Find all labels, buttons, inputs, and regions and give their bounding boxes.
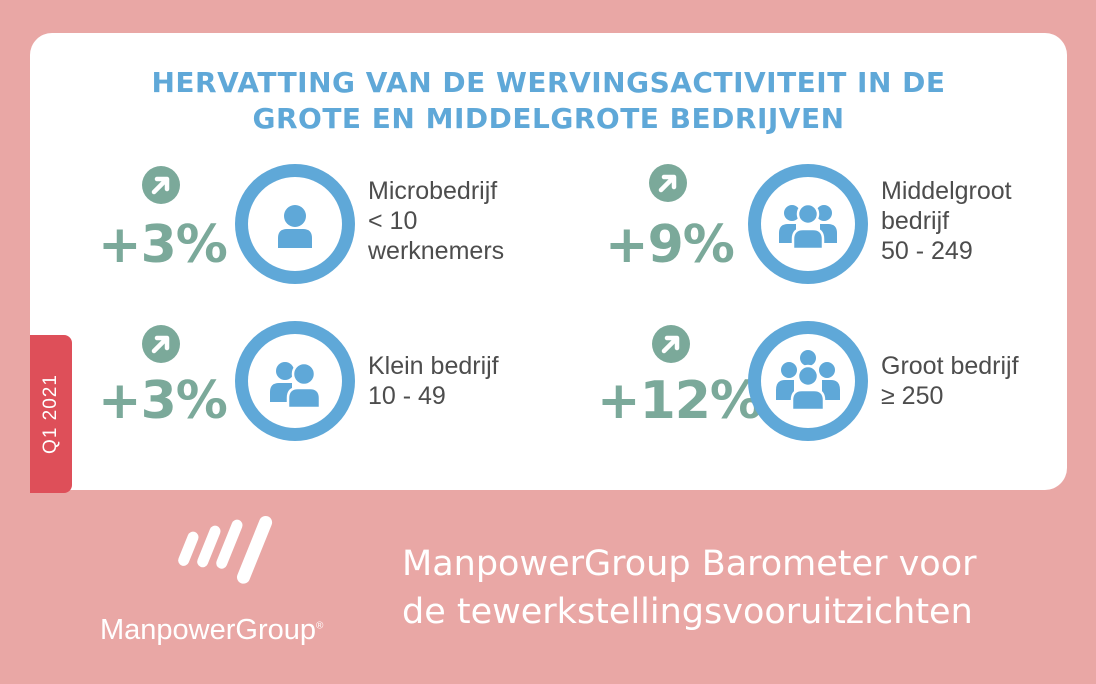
period-label: Q1 2021 [40,374,61,454]
stat-description: Middelgroot bedrijf 50 - 249 [881,177,1012,265]
infographic-title: HERVATTING VAN DE WERVINGSACTIVITEIT IN … [30,65,1067,137]
up-arrow-icon [142,325,180,363]
stat-change: +3% [98,215,228,275]
stat-change: +9% [605,215,735,275]
period-tab: Q1 2021 [30,335,72,493]
title-line-1: HERVATTING VAN DE WERVINGSACTIVITEIT IN … [151,66,946,99]
title-line-2: GROTE EN MIDDELGROTE BEDRIJVEN [252,102,845,135]
up-arrow-icon [652,325,690,363]
stat-description: Microbedrijf < 10 werknemers [368,177,505,265]
group-of-people-icon [748,164,868,284]
crowd-of-people-icon [748,321,868,441]
stat-description: Klein bedrijf 10 - 49 [368,352,499,410]
single-person-icon [235,164,355,284]
stat-description: Groot bedrijf ≥ 250 [881,352,1019,410]
stat-change: +3% [98,371,228,431]
footer-title: ManpowerGroup Barometer voor de tewerkst… [402,540,977,636]
infographic-card: HERVATTING VAN DE WERVINGSACTIVITEIT IN … [30,33,1067,493]
stat-change: +12% [597,371,762,431]
brand-name: ManpowerGroup® [100,614,324,646]
up-arrow-icon [649,164,687,202]
two-people-icon [235,321,355,441]
up-arrow-icon [142,166,180,204]
footer-line-2: de tewerkstellingsvooruitzichten [402,592,973,632]
footer-line-1: ManpowerGroup Barometer voor [402,544,977,584]
manpowergroup-logo-icon [160,512,290,592]
